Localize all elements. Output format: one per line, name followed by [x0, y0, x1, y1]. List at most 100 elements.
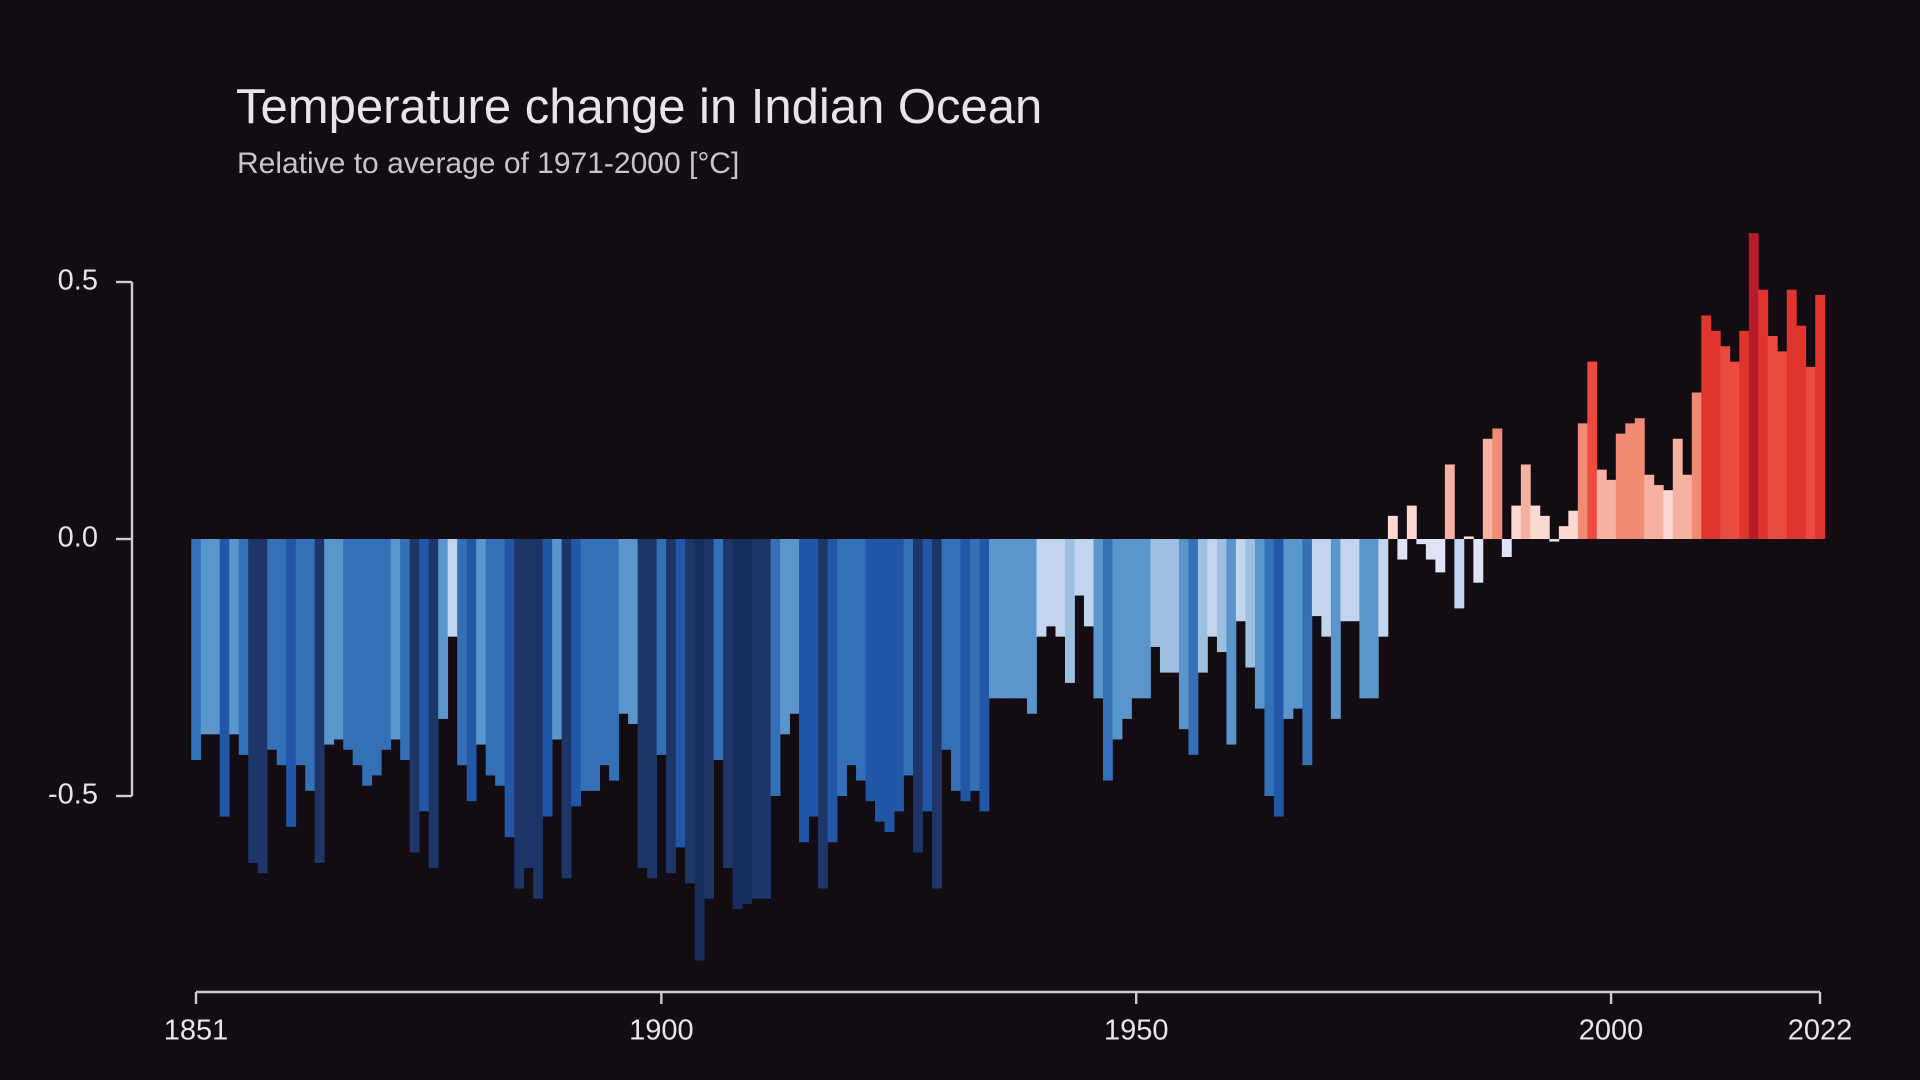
bar	[979, 539, 990, 812]
bar	[1197, 539, 1208, 673]
bar	[903, 539, 914, 776]
bar	[305, 539, 316, 791]
bar	[723, 539, 733, 868]
bar	[371, 539, 382, 776]
bar	[694, 539, 705, 961]
bar	[1387, 515, 1398, 539]
bar	[495, 539, 506, 786]
bar	[1359, 539, 1370, 699]
bar	[1008, 539, 1018, 699]
bar	[1796, 325, 1807, 539]
bar	[276, 539, 287, 766]
bar	[1549, 539, 1560, 542]
bar	[552, 539, 563, 740]
bar	[533, 539, 544, 899]
bar	[1473, 539, 1484, 583]
bar	[960, 539, 971, 802]
bar	[210, 539, 221, 735]
bar	[400, 539, 411, 761]
bar	[1169, 539, 1180, 673]
bar	[1159, 539, 1170, 673]
bar	[1368, 539, 1379, 699]
bar	[580, 539, 591, 791]
bar	[333, 539, 344, 740]
bar	[894, 539, 904, 812]
bar	[780, 539, 790, 735]
bar	[1682, 474, 1693, 539]
bar	[1406, 505, 1417, 539]
bar	[989, 539, 999, 699]
bar	[713, 539, 724, 761]
bar	[1311, 539, 1322, 617]
bar	[1805, 366, 1816, 539]
bar	[1321, 539, 1332, 637]
bar	[837, 539, 847, 796]
bar	[1435, 539, 1446, 573]
bar	[191, 539, 202, 761]
bar	[1501, 539, 1512, 557]
bar	[1454, 539, 1465, 609]
bar	[229, 539, 240, 735]
x-tick-label: 2000	[1579, 1015, 1644, 1047]
bar	[1254, 539, 1265, 709]
bar	[1568, 510, 1579, 539]
bar	[1235, 539, 1246, 622]
bar	[932, 539, 942, 889]
bar	[1739, 330, 1750, 539]
bar	[618, 539, 629, 714]
bar	[571, 539, 582, 807]
bar	[675, 539, 686, 848]
bar	[1815, 294, 1826, 539]
bar	[1207, 539, 1218, 637]
bar	[1625, 423, 1636, 539]
bar	[827, 539, 838, 843]
bar	[476, 539, 487, 745]
bar	[751, 539, 762, 899]
bar	[1121, 539, 1132, 719]
bar	[248, 539, 259, 863]
bar	[295, 539, 306, 766]
bar	[1748, 233, 1759, 540]
bar	[561, 539, 572, 879]
bar	[704, 539, 714, 899]
bar	[362, 539, 373, 786]
chart-title: Temperature change in Indian Ocean	[236, 80, 1042, 134]
bar	[1397, 539, 1408, 560]
bar	[324, 539, 335, 745]
bar	[1644, 474, 1655, 539]
bar	[998, 539, 1009, 699]
bar	[200, 539, 211, 735]
bar	[1786, 289, 1797, 539]
bar	[1777, 351, 1788, 539]
bar	[1055, 539, 1066, 637]
x-tick-label: 1900	[629, 1015, 694, 1047]
bar	[219, 539, 230, 817]
bar	[685, 539, 695, 884]
bar	[1530, 505, 1541, 539]
bar	[409, 539, 420, 853]
bar	[447, 539, 458, 637]
bar	[1691, 392, 1702, 539]
bar	[922, 539, 933, 812]
bar	[1701, 315, 1712, 539]
bar	[647, 539, 658, 879]
bar	[1416, 539, 1427, 545]
bar	[466, 539, 477, 802]
bar	[846, 539, 857, 766]
bar	[1767, 335, 1778, 539]
bar	[1663, 490, 1674, 539]
bar	[1112, 539, 1123, 740]
bar	[1558, 526, 1569, 539]
bar	[542, 539, 553, 817]
bar	[1017, 539, 1028, 699]
bar	[599, 539, 610, 766]
chart-subtitle: Relative to average of 1971-2000 [°C]	[237, 147, 739, 180]
bar	[1330, 539, 1341, 719]
bar	[1026, 539, 1037, 714]
bar	[1245, 539, 1256, 668]
bar	[1140, 539, 1151, 699]
bar	[1615, 433, 1626, 539]
bar	[1587, 361, 1598, 539]
bar	[1482, 438, 1493, 539]
